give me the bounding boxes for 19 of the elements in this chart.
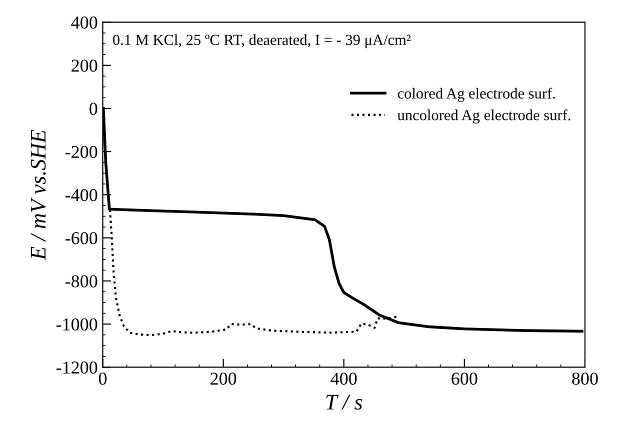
x-tick-label: 0	[98, 372, 107, 385]
x-axis-title: T / s	[326, 394, 362, 410]
y-tick-label: 400	[71, 16, 98, 29]
y-tick-label: -400	[65, 188, 98, 202]
legend-label: uncolored Ag electrode surf.	[397, 109, 570, 124]
x-tick-label: 400	[330, 372, 357, 385]
y-tick-label: -600	[65, 232, 98, 244]
y-tick-label: -200	[65, 146, 98, 158]
y-tick-label: 0	[90, 102, 98, 115]
annotation: 0.1 M KCl, 25 ºC RT, deaerated, I = - 39 μA/cm²	[112, 34, 411, 48]
x-tick-label: 800	[572, 372, 598, 385]
y-tick-label: -1000	[56, 318, 98, 331]
x-tick-label: 600	[452, 372, 478, 385]
legend-label: colored Ag electrode surf.	[398, 88, 555, 102]
y-tick-label: -800	[65, 275, 98, 288]
y-tick-label: -1200	[56, 361, 98, 374]
y-axis-title: E / mV vs.SHE	[30, 130, 46, 260]
y-tick-label: 200	[72, 60, 98, 72]
x-tick-label: 200	[210, 372, 236, 385]
